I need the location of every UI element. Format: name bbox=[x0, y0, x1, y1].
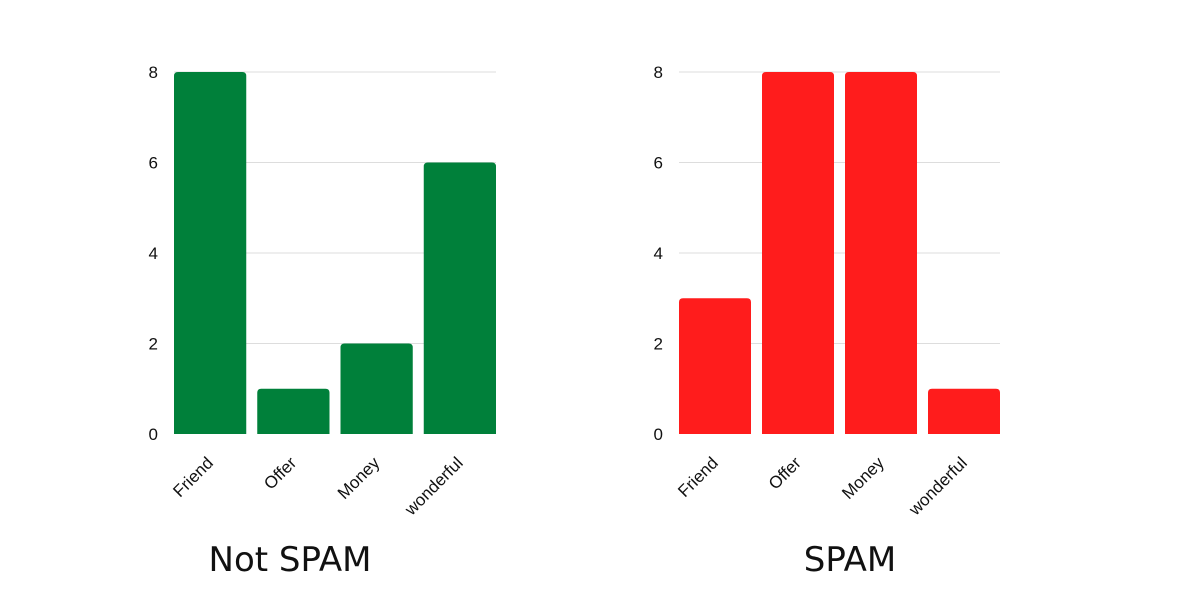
y-tick-label: 4 bbox=[149, 244, 158, 263]
chart-0: 0 2 4 6 8 Friend Offer Money wonderful bbox=[149, 63, 496, 520]
x-tick-label: Friend bbox=[169, 453, 217, 501]
bar-wonderful bbox=[928, 388, 1000, 434]
y-tick-label: 2 bbox=[654, 335, 663, 354]
y-tick-label: 0 bbox=[654, 425, 663, 444]
x-tick-label: wonderful bbox=[400, 453, 466, 519]
bar-wonderful bbox=[423, 162, 496, 434]
x-tick-label: Friend bbox=[674, 453, 722, 501]
y-tick-label: 8 bbox=[149, 63, 158, 82]
x-tick-label: Money bbox=[334, 453, 384, 503]
y-tick-label: 6 bbox=[654, 154, 663, 173]
y-tick-label: 4 bbox=[654, 244, 663, 263]
bar-friend bbox=[679, 298, 751, 434]
y-tick-label: 0 bbox=[149, 425, 158, 444]
y-tick-label: 2 bbox=[149, 335, 158, 354]
chart-1: 0 2 4 6 8 Friend Offer Money wonderful bbox=[654, 63, 1000, 520]
bar-offer bbox=[257, 388, 330, 434]
bar-money bbox=[340, 343, 413, 434]
chart-title-not-spam: Not SPAM bbox=[208, 540, 372, 580]
x-tick-label: Money bbox=[838, 453, 888, 503]
x-tick-label: Offer bbox=[260, 453, 300, 493]
x-tick-label: wonderful bbox=[905, 453, 971, 519]
bar-offer bbox=[762, 72, 834, 434]
chart-title-spam: SPAM bbox=[803, 540, 897, 580]
y-tick-label: 6 bbox=[149, 154, 158, 173]
y-tick-label: 8 bbox=[654, 63, 663, 82]
x-tick-label: Offer bbox=[765, 453, 805, 493]
bar-money bbox=[845, 72, 917, 434]
bar-friend bbox=[174, 72, 247, 434]
